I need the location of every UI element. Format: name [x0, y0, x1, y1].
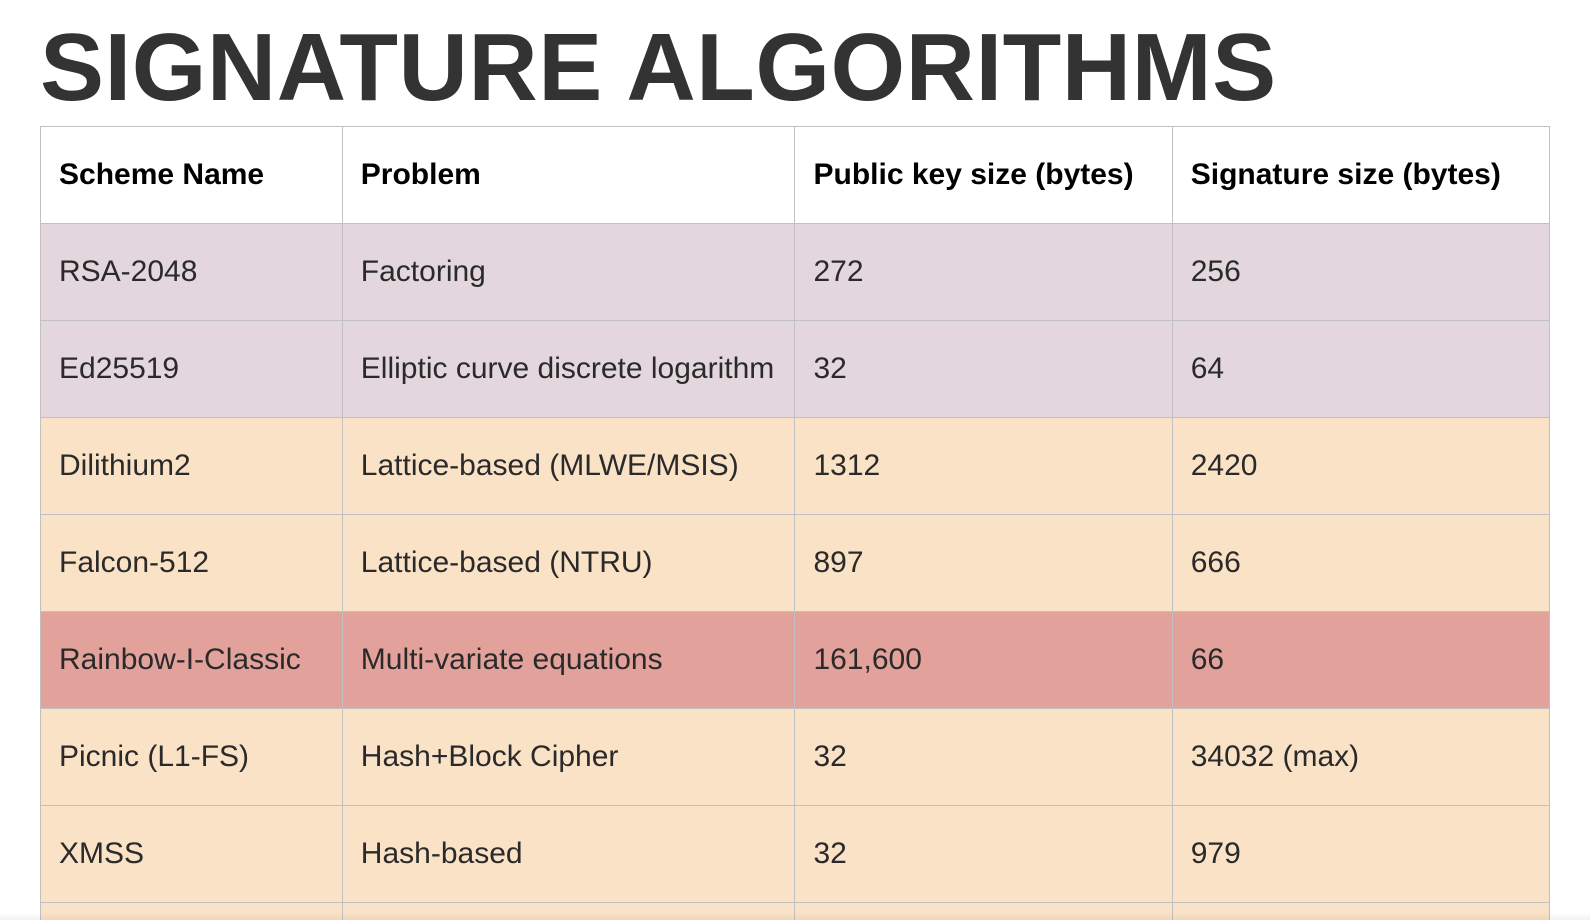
- table-cell-scheme: Picnic (L1-FS): [41, 709, 343, 806]
- table-cell-scheme: XMSS: [41, 806, 343, 903]
- table-cell-pubkey: 32: [795, 806, 1172, 903]
- table-cell-scheme: Rainbow-I-Classic: [41, 612, 343, 709]
- table-row: Dilithium2Lattice-based (MLWE/MSIS)13122…: [41, 418, 1550, 515]
- column-header-scheme: Scheme Name: [41, 127, 343, 224]
- column-header-pubkey: Public key size (bytes): [795, 127, 1172, 224]
- table-cell-pubkey: 32: [795, 321, 1172, 418]
- page-title: Signature Algorithms: [40, 20, 1550, 116]
- table-row: Picnic (L1-FS)Hash+Block Cipher3234032 (…: [41, 709, 1550, 806]
- table-cell-sig: 666: [1172, 515, 1549, 612]
- table-cell-sig: 66: [1172, 612, 1549, 709]
- table-cell-scheme: Falcon-512: [41, 515, 343, 612]
- column-header-sig: Signature size (bytes): [1172, 127, 1549, 224]
- table-cell-pubkey: 1312: [795, 418, 1172, 515]
- table-cell-sig: 2420: [1172, 418, 1549, 515]
- table-cell-problem: Hash+Block Cipher: [342, 709, 795, 806]
- table-cell-sig: 64: [1172, 321, 1549, 418]
- table-row: Ed25519Elliptic curve discrete logarithm…: [41, 321, 1550, 418]
- table-cell-scheme: Ed25519: [41, 321, 343, 418]
- table-cell-sig: 979: [1172, 806, 1549, 903]
- table-cell-problem: Multi-variate equations: [342, 612, 795, 709]
- table-cell-pubkey: 161,600: [795, 612, 1172, 709]
- table-row: RSA-2048Factoring272256: [41, 224, 1550, 321]
- table-row: Rainbow-I-ClassicMulti-variate equations…: [41, 612, 1550, 709]
- table-cell-problem: Elliptic curve discrete logarithm: [342, 321, 795, 418]
- column-header-problem: Problem: [342, 127, 795, 224]
- table-cell-problem: Lattice-based (NTRU): [342, 515, 795, 612]
- table-cell-sig: 256: [1172, 224, 1549, 321]
- table-cell-scheme: RSA-2048: [41, 224, 343, 321]
- table-header-row: Scheme NameProblemPublic key size (bytes…: [41, 127, 1550, 224]
- table-cell-problem: Factoring: [342, 224, 795, 321]
- table-cell-pubkey: 272: [795, 224, 1172, 321]
- table-cell-pubkey: 897: [795, 515, 1172, 612]
- table-cell-scheme: Dilithium2: [41, 418, 343, 515]
- table-cell-pubkey: 32: [795, 709, 1172, 806]
- slide-edge-shadow: [0, 912, 1590, 920]
- table-cell-sig: 34032 (max): [1172, 709, 1549, 806]
- table-cell-problem: Hash-based: [342, 806, 795, 903]
- signature-algorithms-table: Scheme NameProblemPublic key size (bytes…: [40, 126, 1550, 920]
- table-cell-problem: Lattice-based (MLWE/MSIS): [342, 418, 795, 515]
- table-row: Falcon-512Lattice-based (NTRU)897666: [41, 515, 1550, 612]
- table-row: XMSSHash-based32979: [41, 806, 1550, 903]
